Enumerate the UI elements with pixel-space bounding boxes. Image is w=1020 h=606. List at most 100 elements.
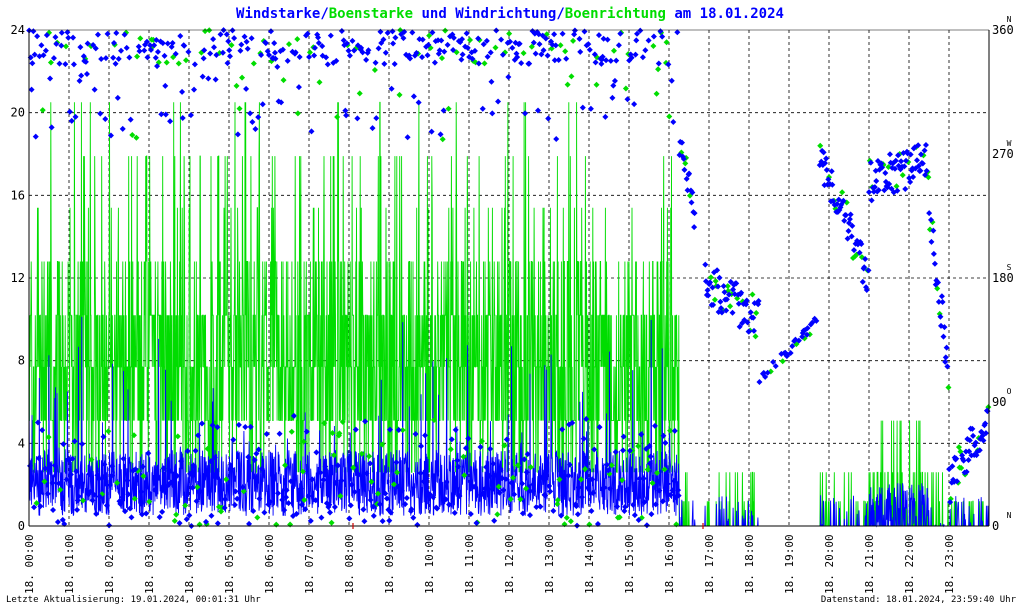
wind-direction-point: [886, 151, 893, 158]
wind-direction-point: [276, 430, 283, 437]
wind-direction-point: [95, 475, 102, 482]
gust-direction-point: [839, 189, 846, 196]
wind-direction-point: [540, 47, 547, 54]
wind-direction-point: [303, 428, 310, 435]
wind-direction-point: [923, 167, 930, 174]
gust-direction-point: [850, 255, 857, 262]
gust-direction-point: [893, 183, 900, 190]
wind-direction-point: [970, 432, 977, 439]
wind-direction-point: [42, 47, 49, 54]
wind-direction-point: [37, 503, 44, 510]
wind-direction-point: [533, 504, 540, 511]
wind-direction-point: [448, 436, 455, 443]
wind-direction-point: [858, 240, 865, 247]
gust-direction-point: [426, 32, 433, 39]
wind-direction-point: [417, 470, 424, 477]
gust-direction-point: [301, 496, 308, 503]
gust-direction-point: [650, 43, 657, 50]
wind-direction-point: [62, 61, 69, 68]
wind-direction-point: [32, 133, 39, 140]
wind-direction-point: [574, 511, 581, 518]
wind-direction-point: [355, 471, 362, 478]
wind-direction-point: [211, 454, 218, 461]
wind-direction-point: [343, 40, 350, 47]
wind-direction-point: [643, 522, 650, 529]
wind-direction-point: [174, 472, 181, 479]
wind-direction-point: [469, 55, 476, 62]
wind-direction-point: [221, 504, 228, 511]
x-axis-tick-label: 18. 05:00: [223, 534, 236, 594]
wind-direction-point: [91, 491, 98, 498]
wind-direction-point: [252, 126, 259, 133]
gust-direction-point: [194, 484, 201, 491]
wind-direction-point: [108, 472, 115, 479]
wind-direction-point: [369, 125, 376, 132]
gust-direction-point: [105, 428, 112, 435]
wind-direction-point: [262, 40, 269, 47]
wind-direction-point: [283, 494, 290, 501]
wind-direction-point: [847, 211, 854, 218]
wind-direction-point: [604, 36, 611, 43]
right-axis-tick-label: 90: [992, 395, 1006, 409]
gust-direction-point: [114, 479, 121, 486]
x-axis-tick-label: 18. 10:00: [423, 534, 436, 594]
x-axis-tick-label: 18. 22:00: [903, 534, 916, 594]
wind-direction-point: [493, 27, 500, 34]
wind-direction-point: [611, 77, 618, 84]
gust-direction-point: [374, 490, 381, 497]
wind-direction-point: [179, 88, 186, 95]
wind-direction-point: [266, 52, 273, 59]
gust-direction-point: [661, 466, 668, 473]
wind-direction-point: [50, 55, 57, 62]
gust-direction-point: [254, 514, 261, 521]
wind-direction-point: [404, 134, 411, 141]
wind-direction-point: [166, 467, 173, 474]
wind-direction-point: [941, 324, 948, 331]
wind-direction-point: [127, 505, 134, 512]
wind-direction-point: [331, 504, 338, 511]
wind-direction-point: [894, 187, 901, 194]
wind-direction-point: [940, 333, 947, 340]
wind-direction-point: [803, 331, 810, 338]
wind-direction-point: [750, 327, 757, 334]
wind-direction-point: [450, 47, 457, 54]
wind-direction-point: [332, 479, 339, 486]
gust-direction-point: [622, 85, 629, 92]
wind-direction-point: [496, 489, 503, 496]
wind-direction-point: [87, 488, 94, 495]
wind-direction-point: [942, 354, 949, 361]
left-axis-tick-label: 4: [18, 436, 25, 450]
gust-direction-point: [294, 36, 301, 43]
wind-direction-point: [77, 44, 84, 51]
wind-direction-point: [312, 497, 319, 504]
wind-direction-point: [181, 42, 188, 49]
wind-direction-point: [927, 216, 934, 223]
wind-direction-point: [575, 484, 582, 491]
x-axis-tick-label: 18. 23:00: [943, 534, 956, 594]
wind-direction-point: [311, 44, 318, 51]
wind-direction-point: [678, 139, 685, 146]
wind-direction-point: [910, 173, 917, 180]
wind-direction-point: [296, 54, 303, 61]
wind-direction-point: [601, 484, 608, 491]
wind-direction-point: [502, 476, 509, 483]
gust-direction-point: [563, 514, 570, 521]
x-axis-tick-label: 18. 12:00: [503, 534, 516, 594]
wind-direction-point: [29, 60, 36, 67]
gust-direction-point: [379, 441, 386, 448]
wind-direction-point: [497, 467, 504, 474]
wind-direction-point: [555, 56, 562, 63]
gust-direction-point: [644, 466, 651, 473]
gust-direction-point: [356, 90, 363, 97]
wind-direction-point: [939, 299, 946, 306]
wind-direction-point: [183, 516, 190, 523]
wind-direction-point: [403, 494, 410, 501]
wind-direction-point: [158, 111, 165, 118]
wind-direction-point: [73, 468, 80, 475]
wind-direction-point: [114, 94, 121, 101]
wind-direction-point: [102, 55, 109, 62]
gust-direction-point: [280, 77, 287, 84]
title-part: am 18.01.2024: [666, 6, 784, 22]
gust-direction-point: [439, 136, 446, 143]
wind-direction-point: [592, 59, 599, 66]
